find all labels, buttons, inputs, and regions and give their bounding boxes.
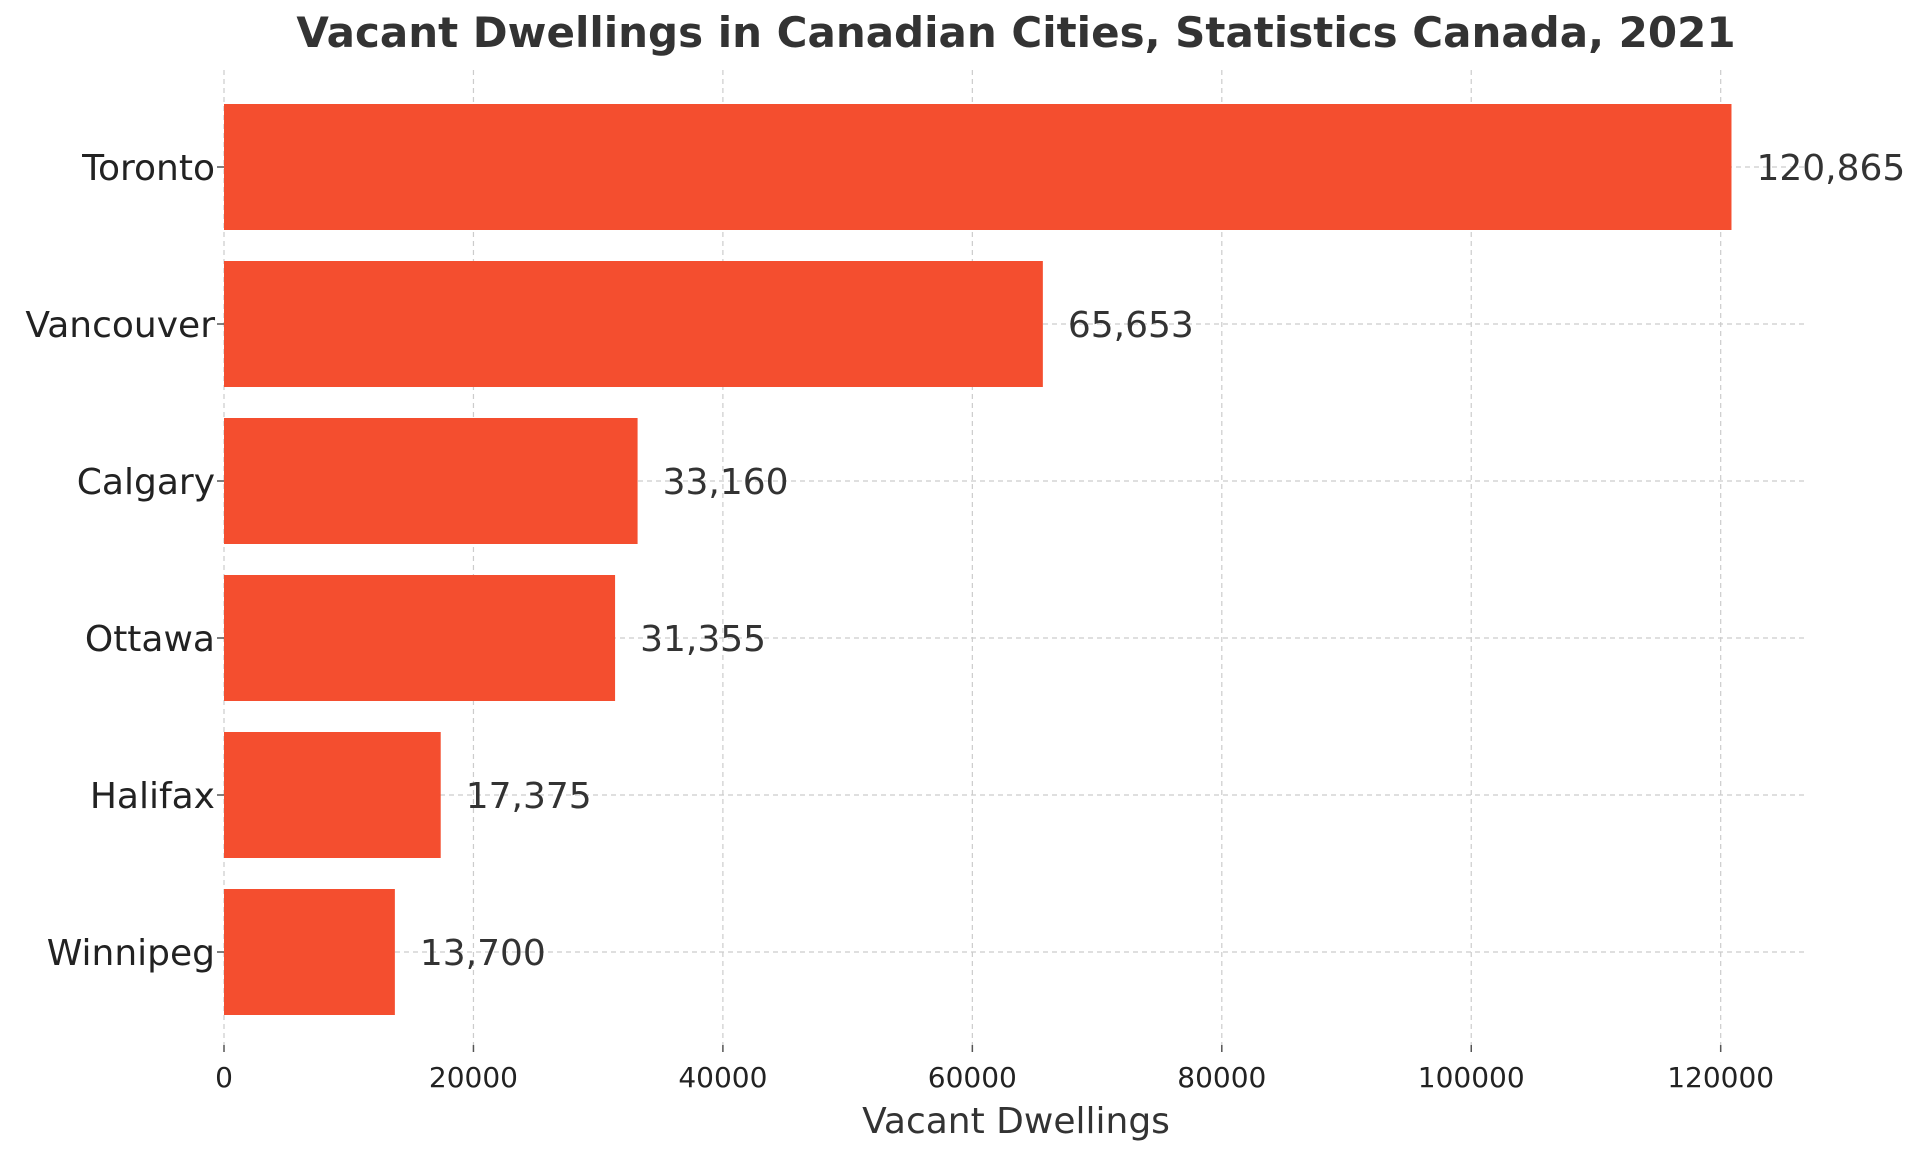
x-tick-label: 0 [215, 1061, 233, 1094]
bar-toronto [224, 104, 1732, 230]
data-label-halifax: 17,375 [466, 776, 592, 817]
data-labels: 120,865 65,653 33,160 31,355 17,375 13,700 [420, 148, 1905, 974]
data-label-toronto: 120,865 [1756, 148, 1905, 189]
data-label-winnipeg: 13,700 [420, 933, 546, 974]
x-axis-ticks: 0 20000 40000 60000 80000 100000 120000 [215, 1045, 1774, 1094]
x-tick-label: 20000 [429, 1061, 518, 1094]
x-tick-label: 40000 [678, 1061, 767, 1094]
y-tick-label-calgary: Calgary [77, 462, 215, 503]
data-label-vancouver: 65,653 [1068, 305, 1194, 346]
bar-ottawa [224, 575, 616, 701]
data-label-calgary: 33,160 [663, 462, 789, 503]
y-axis-labels: Toronto Vancouver Calgary Ottawa Halifax Winn… [25, 148, 224, 974]
x-tick-label: 120000 [1667, 1061, 1774, 1094]
y-tick-label-ottawa: Ottawa [85, 619, 215, 660]
x-axis-label: Vacant Dwellings [862, 1101, 1170, 1142]
y-tick-label-toronto: Toronto [81, 148, 215, 189]
y-tick-label-vancouver: Vancouver [25, 305, 215, 346]
x-tick-label: 60000 [928, 1061, 1017, 1094]
x-tick-label: 100000 [1418, 1061, 1525, 1094]
bars [224, 104, 1732, 1015]
y-tick-label-winnipeg: Winnipeg [47, 933, 215, 974]
y-tick-label-halifax: Halifax [90, 776, 215, 817]
x-tick-label: 80000 [1177, 1061, 1266, 1094]
bar-winnipeg [224, 889, 395, 1015]
bar-vancouver [224, 261, 1043, 387]
bar-halifax [224, 732, 441, 858]
chart-title: Vacant Dwellings in Canadian Cities, Sta… [296, 8, 1735, 57]
data-label-ottawa: 31,355 [640, 619, 766, 660]
bar-calgary [224, 418, 638, 544]
